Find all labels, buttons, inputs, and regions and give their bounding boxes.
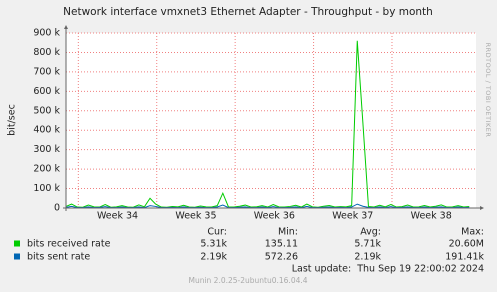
y-tick-label: 200 k (33, 164, 60, 175)
x-tick-label: Week 38 (411, 211, 452, 222)
legend-swatch (14, 240, 20, 247)
y-tick-label: 700 k (33, 66, 60, 77)
y-axis-label: bit/sec (7, 104, 18, 136)
legend-stat: 2.19k (354, 252, 381, 263)
legend-header: Max: (461, 227, 484, 238)
y-tick-label: 500 k (33, 105, 60, 116)
legend-stat: 572.26 (265, 252, 298, 263)
plot-area (66, 33, 476, 208)
y-tick-label: 900 k (33, 28, 60, 39)
y-tick-label: 100 k (33, 183, 60, 194)
legend-label: bits sent rate (27, 252, 90, 263)
legend-stat: 20.60M (449, 239, 484, 250)
x-tick-label: Week 36 (254, 211, 295, 222)
last-update: Last update: Thu Sep 19 22:00:02 2024 (292, 264, 484, 275)
legend-header: Min: (278, 227, 298, 238)
y-tick-label: 800 k (33, 47, 60, 58)
legend-stat: 5.31k (200, 239, 227, 250)
footer: Munin 2.0.25-2ubuntu0.16.04.4 (188, 276, 307, 285)
chart-title: Network interface vmxnet3 Ethernet Adapt… (63, 6, 433, 18)
x-tick-label: Week 35 (175, 211, 216, 222)
y-tick-label: 400 k (33, 125, 60, 136)
y-tick-label: 600 k (33, 86, 60, 97)
legend-stat: 5.71k (354, 239, 381, 250)
legend-header: Cur: (207, 227, 227, 238)
watermark: RRDTOOL / TOBI OETIKER (484, 43, 492, 138)
x-tick-label: Week 37 (332, 211, 373, 222)
y-axis-arrow (64, 25, 68, 29)
legend-header: Avg: (360, 227, 381, 238)
legend-label: bits received rate (27, 239, 111, 250)
x-axis-arrow (480, 206, 484, 210)
x-tick-label: Week 34 (97, 211, 138, 222)
legend-swatch (14, 253, 20, 260)
y-tick-label: 300 k (33, 144, 60, 155)
y-tick-label: 0 (54, 203, 60, 214)
legend-stat: 135.11 (265, 239, 298, 250)
legend-stat: 191.41k (445, 252, 484, 263)
legend-stat: 2.19k (200, 252, 227, 263)
